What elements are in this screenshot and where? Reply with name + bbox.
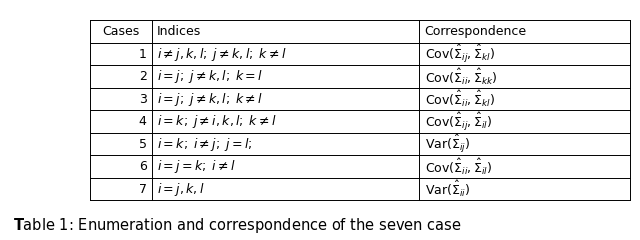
Text: $\mathrm{Cov}(\hat{\Sigma}_{ii}, \hat{\Sigma}_{il})$: $\mathrm{Cov}(\hat{\Sigma}_{ii}, \hat{\S… [424,156,492,177]
Text: $\mathrm{Var}(\hat{\Sigma}_{ij})$: $\mathrm{Var}(\hat{\Sigma}_{ij})$ [424,133,470,155]
Text: $i = j;\; j \neq k, l;\; k \neq l$: $i = j;\; j \neq k, l;\; k \neq l$ [157,91,263,108]
Text: $\mathrm{Cov}(\hat{\Sigma}_{ij}, \hat{\Sigma}_{kl})$: $\mathrm{Cov}(\hat{\Sigma}_{ij}, \hat{\S… [424,43,495,65]
Text: 6: 6 [139,160,147,173]
Text: 7: 7 [139,183,147,196]
Text: $i = j;\; j \neq k, l;\; k = l$: $i = j;\; j \neq k, l;\; k = l$ [157,68,263,85]
Text: Cases: Cases [102,25,140,38]
Text: Correspondence: Correspondence [424,25,527,38]
Text: 5: 5 [139,138,147,151]
Text: $\mathbf{T}$able 1: Enumeration and correspondence of the seven case: $\mathbf{T}$able 1: Enumeration and corr… [13,216,461,235]
Text: 2: 2 [139,70,147,83]
Text: 1: 1 [139,48,147,61]
Text: 3: 3 [139,93,147,106]
Text: $i = k;\; i \neq j;\; j = l;$: $i = k;\; i \neq j;\; j = l;$ [157,136,252,153]
Text: $\mathrm{Cov}(\hat{\Sigma}_{ii}, \hat{\Sigma}_{kl})$: $\mathrm{Cov}(\hat{\Sigma}_{ii}, \hat{\S… [424,89,495,109]
Text: $i = k;\; j \neq i, k, l;\; k \neq l$: $i = k;\; j \neq i, k, l;\; k \neq l$ [157,113,277,130]
Text: $i = j, k, l$: $i = j, k, l$ [157,181,205,198]
Text: $\mathrm{Cov}(\hat{\Sigma}_{ij}, \hat{\Sigma}_{il})$: $\mathrm{Cov}(\hat{\Sigma}_{ij}, \hat{\S… [424,111,492,133]
Text: Indices: Indices [157,25,201,38]
Text: $i = j = k;\; i \neq l$: $i = j = k;\; i \neq l$ [157,158,236,175]
Text: 4: 4 [139,115,147,128]
Text: $i \neq j, k, l;\; j \neq k, l;\; k \neq l$: $i \neq j, k, l;\; j \neq k, l;\; k \neq… [157,46,287,63]
Text: $\mathrm{Var}(\hat{\Sigma}_{ii})$: $\mathrm{Var}(\hat{\Sigma}_{ii})$ [424,179,470,199]
Text: $\mathrm{Cov}(\hat{\Sigma}_{ii}, \hat{\Sigma}_{kk})$: $\mathrm{Cov}(\hat{\Sigma}_{ii}, \hat{\S… [424,66,497,87]
